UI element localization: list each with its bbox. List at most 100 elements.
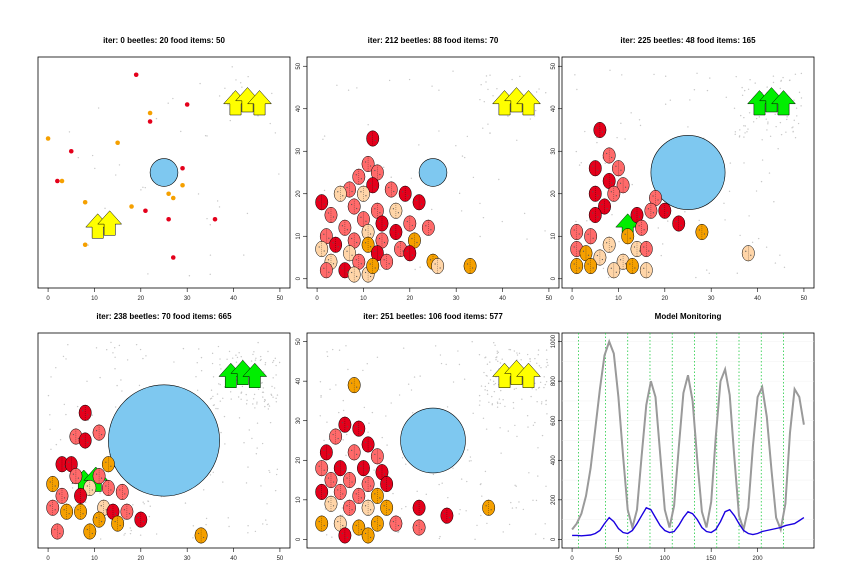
beetle-spot bbox=[342, 493, 344, 495]
food-item bbox=[696, 72, 698, 75]
food-item bbox=[458, 363, 461, 366]
beetle bbox=[588, 160, 602, 177]
food-item bbox=[434, 345, 437, 347]
beetle-spot bbox=[341, 422, 344, 424]
x-tick-label: 0 bbox=[570, 556, 574, 562]
food-item bbox=[743, 89, 746, 92]
food-item bbox=[425, 493, 428, 496]
beetle-spot bbox=[364, 271, 367, 274]
food-item bbox=[264, 399, 266, 401]
food-item bbox=[486, 393, 489, 395]
food-item bbox=[145, 355, 147, 357]
food-item bbox=[245, 482, 248, 484]
beetle-spot bbox=[337, 465, 339, 467]
beetle bbox=[375, 215, 389, 232]
beetle-spot bbox=[369, 445, 372, 448]
food-item bbox=[390, 402, 392, 404]
beetle-spot bbox=[629, 237, 631, 239]
food-item bbox=[724, 219, 726, 221]
beetle-spot bbox=[596, 127, 599, 129]
beetle bbox=[588, 185, 602, 202]
beetle-spot bbox=[323, 203, 325, 205]
food-item bbox=[698, 219, 700, 222]
beetle bbox=[45, 136, 51, 141]
food-item bbox=[405, 505, 407, 508]
food-item bbox=[546, 358, 548, 361]
food-item bbox=[761, 139, 763, 141]
food-item bbox=[253, 393, 256, 396]
food-item bbox=[539, 381, 542, 384]
beetle-spot bbox=[124, 493, 126, 495]
beetle-spot bbox=[610, 267, 612, 269]
food-item bbox=[458, 513, 460, 515]
beetle-spot bbox=[369, 536, 372, 539]
food-item bbox=[332, 348, 334, 351]
food-item bbox=[498, 178, 500, 181]
food-item bbox=[739, 129, 741, 131]
beetle-spot bbox=[365, 195, 367, 197]
beetle bbox=[389, 223, 403, 241]
beetle bbox=[55, 178, 60, 184]
beetle-spot bbox=[420, 203, 423, 205]
food-item bbox=[121, 390, 123, 392]
beetle bbox=[324, 495, 338, 512]
food-item bbox=[276, 468, 279, 471]
food-item bbox=[535, 389, 537, 391]
food-item bbox=[586, 220, 588, 222]
beetle-spot bbox=[369, 485, 372, 487]
food-item bbox=[252, 353, 254, 356]
beetle bbox=[82, 242, 88, 248]
food-item bbox=[271, 385, 273, 388]
beetle-spot bbox=[378, 220, 381, 223]
food-item bbox=[538, 88, 540, 90]
beetle bbox=[361, 527, 375, 544]
food-item bbox=[792, 130, 794, 133]
beetle-spot bbox=[346, 536, 349, 539]
beetle-spot bbox=[643, 229, 645, 231]
food-item bbox=[212, 471, 214, 474]
pond bbox=[108, 384, 220, 497]
beetle-spot bbox=[388, 263, 390, 265]
food-item bbox=[545, 403, 547, 406]
food-item bbox=[748, 112, 751, 114]
food-item bbox=[250, 360, 253, 362]
food-item bbox=[512, 401, 515, 404]
beetle-spot bbox=[341, 225, 344, 227]
beetle-spot bbox=[355, 493, 357, 495]
food-item bbox=[514, 484, 516, 486]
beetle-spot bbox=[346, 271, 349, 273]
beetle bbox=[370, 448, 384, 465]
food-item bbox=[114, 368, 116, 370]
food-item bbox=[432, 473, 435, 476]
beetle bbox=[649, 189, 662, 207]
food-item bbox=[341, 514, 344, 516]
beetle bbox=[370, 515, 384, 532]
beetle bbox=[338, 416, 352, 433]
x-tick-label: 0 bbox=[46, 556, 50, 562]
food-item bbox=[130, 529, 132, 532]
beetle bbox=[607, 185, 621, 202]
food-item bbox=[172, 97, 174, 100]
food-item bbox=[782, 76, 784, 79]
beetle-spot bbox=[379, 524, 381, 527]
food-item bbox=[278, 361, 281, 364]
beetle bbox=[611, 160, 625, 177]
beetle-spot bbox=[397, 212, 400, 214]
food-item bbox=[452, 467, 454, 469]
beetle bbox=[412, 519, 426, 536]
beetle bbox=[315, 240, 329, 258]
food-item bbox=[743, 162, 745, 164]
food-item bbox=[767, 123, 769, 125]
beetle-spot bbox=[397, 524, 400, 527]
beetle bbox=[356, 460, 370, 477]
panel-2: iter: 212 beetles: 88 food items: 70 0 10 2… bbox=[296, 36, 560, 302]
food-item bbox=[544, 383, 546, 386]
x-tick-label: 50 bbox=[546, 296, 553, 302]
food-item bbox=[795, 107, 798, 109]
y-tick-label: 30 bbox=[296, 147, 302, 154]
food-item bbox=[458, 192, 461, 195]
y-tick-label: 10 bbox=[551, 232, 557, 239]
food-item bbox=[545, 349, 548, 351]
beetle-spot bbox=[59, 532, 61, 535]
food-item bbox=[99, 492, 101, 494]
